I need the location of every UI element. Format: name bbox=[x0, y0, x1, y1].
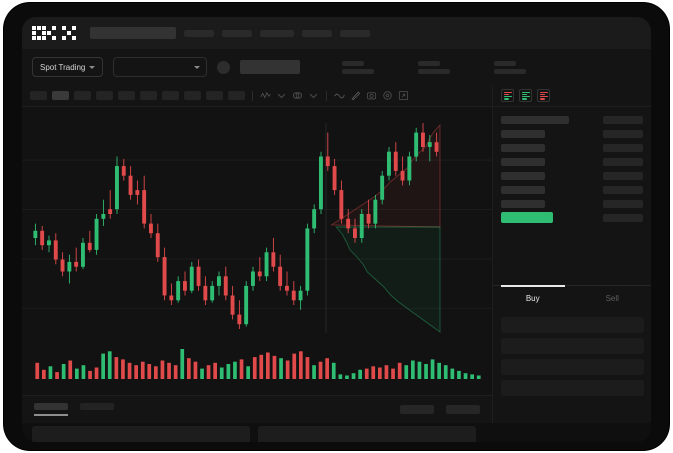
bottom-action-2[interactable] bbox=[446, 405, 480, 414]
orderbook-row[interactable] bbox=[501, 157, 643, 166]
chevron-down-icon bbox=[89, 65, 96, 69]
toolbar-divider bbox=[252, 90, 253, 101]
chevron-down-icon bbox=[194, 65, 201, 69]
ticker-stat-2 bbox=[418, 60, 451, 74]
nav-item-5[interactable] bbox=[340, 29, 370, 37]
fullscreen-icon[interactable] bbox=[398, 90, 409, 101]
orderbook-mode-asks[interactable] bbox=[537, 89, 550, 102]
pencil-icon[interactable] bbox=[350, 90, 361, 101]
orderbook-row[interactable] bbox=[501, 171, 643, 180]
order-total-field[interactable] bbox=[501, 359, 644, 375]
indicator-icon[interactable] bbox=[260, 90, 271, 101]
spot-trading-label: Spot Trading bbox=[40, 62, 86, 72]
candlestick-chart[interactable] bbox=[22, 107, 492, 339]
nav-item-1[interactable] bbox=[184, 29, 214, 37]
orderbook-row[interactable] bbox=[501, 185, 643, 194]
orderbook-mode-both[interactable] bbox=[501, 89, 514, 102]
spot-trading-dropdown[interactable]: Spot Trading bbox=[32, 57, 104, 77]
chevron-down-icon[interactable] bbox=[308, 90, 319, 101]
bottom-tabs-bar bbox=[22, 395, 492, 423]
camera-icon[interactable] bbox=[366, 90, 377, 101]
toolbar-divider bbox=[326, 90, 327, 101]
timeframe-chip-5[interactable] bbox=[118, 91, 135, 100]
device-frame: Spot Trading bbox=[4, 3, 669, 450]
order-price-field[interactable] bbox=[501, 317, 644, 333]
timeframe-chip-10[interactable] bbox=[228, 91, 245, 100]
nav-item-4[interactable] bbox=[302, 29, 332, 37]
depth-chart-overlay bbox=[325, 123, 441, 333]
orderbook-mode-toggles bbox=[493, 85, 651, 107]
buy-sell-tabs: Buy Sell bbox=[493, 285, 651, 311]
tab-sell[interactable]: Sell bbox=[605, 294, 619, 303]
timeframe-chip-3[interactable] bbox=[74, 91, 91, 100]
chevron-down-icon[interactable] bbox=[276, 90, 287, 101]
orderbook-spread-row[interactable] bbox=[501, 212, 643, 223]
ticker-stat-3 bbox=[494, 60, 527, 74]
top-header bbox=[22, 17, 651, 49]
orderbook-row[interactable] bbox=[501, 199, 643, 208]
order-fee-field[interactable] bbox=[501, 380, 644, 396]
chart-toolbar bbox=[22, 85, 492, 107]
app-screen: Spot Trading bbox=[22, 17, 651, 442]
bottom-tab-order-history[interactable] bbox=[80, 403, 114, 416]
compare-icon[interactable] bbox=[292, 90, 303, 101]
timeframe-chip-1[interactable] bbox=[30, 91, 47, 100]
okx-logo[interactable] bbox=[32, 26, 76, 40]
volume-bars bbox=[35, 349, 481, 379]
trading-pair-dropdown[interactable] bbox=[113, 57, 208, 77]
pair-name bbox=[240, 60, 301, 74]
orderbook-header-row bbox=[501, 115, 643, 124]
settings-icon[interactable] bbox=[382, 90, 393, 101]
bottom-panel-right[interactable] bbox=[258, 426, 476, 442]
bottom-tab-open-orders[interactable] bbox=[34, 403, 68, 416]
bottom-panels bbox=[22, 423, 651, 442]
volume-chart[interactable] bbox=[22, 339, 492, 395]
nav-item-3[interactable] bbox=[260, 29, 294, 37]
bottom-panel-left[interactable] bbox=[32, 426, 250, 442]
search-input[interactable] bbox=[90, 27, 176, 39]
pair-avatar bbox=[217, 60, 231, 74]
timeframe-chip-7[interactable] bbox=[162, 91, 179, 100]
order-amount-field[interactable] bbox=[501, 338, 644, 354]
timeframe-chip-9[interactable] bbox=[206, 91, 223, 100]
orderbook-mode-bids[interactable] bbox=[519, 89, 532, 102]
tab-buy[interactable]: Buy bbox=[493, 285, 573, 311]
ticker-bar: Spot Trading bbox=[22, 49, 651, 85]
wave-icon[interactable] bbox=[334, 90, 345, 101]
candles-layer bbox=[33, 123, 439, 329]
timeframe-chip-4[interactable] bbox=[96, 91, 113, 100]
orderbook-row[interactable] bbox=[501, 143, 643, 152]
timeframe-chip-2[interactable] bbox=[52, 91, 69, 100]
bottom-action-1[interactable] bbox=[400, 405, 434, 414]
timeframe-chip-8[interactable] bbox=[184, 91, 201, 100]
orderbook-rows bbox=[493, 107, 651, 223]
chart-gridlines bbox=[22, 159, 492, 309]
orderbook-sidebar: Buy Sell bbox=[492, 85, 651, 442]
order-form bbox=[493, 311, 651, 407]
timeframe-chip-6[interactable] bbox=[140, 91, 157, 100]
ticker-stat-1 bbox=[342, 60, 375, 74]
orderbook-row[interactable] bbox=[501, 129, 643, 138]
nav-item-2[interactable] bbox=[222, 29, 252, 37]
